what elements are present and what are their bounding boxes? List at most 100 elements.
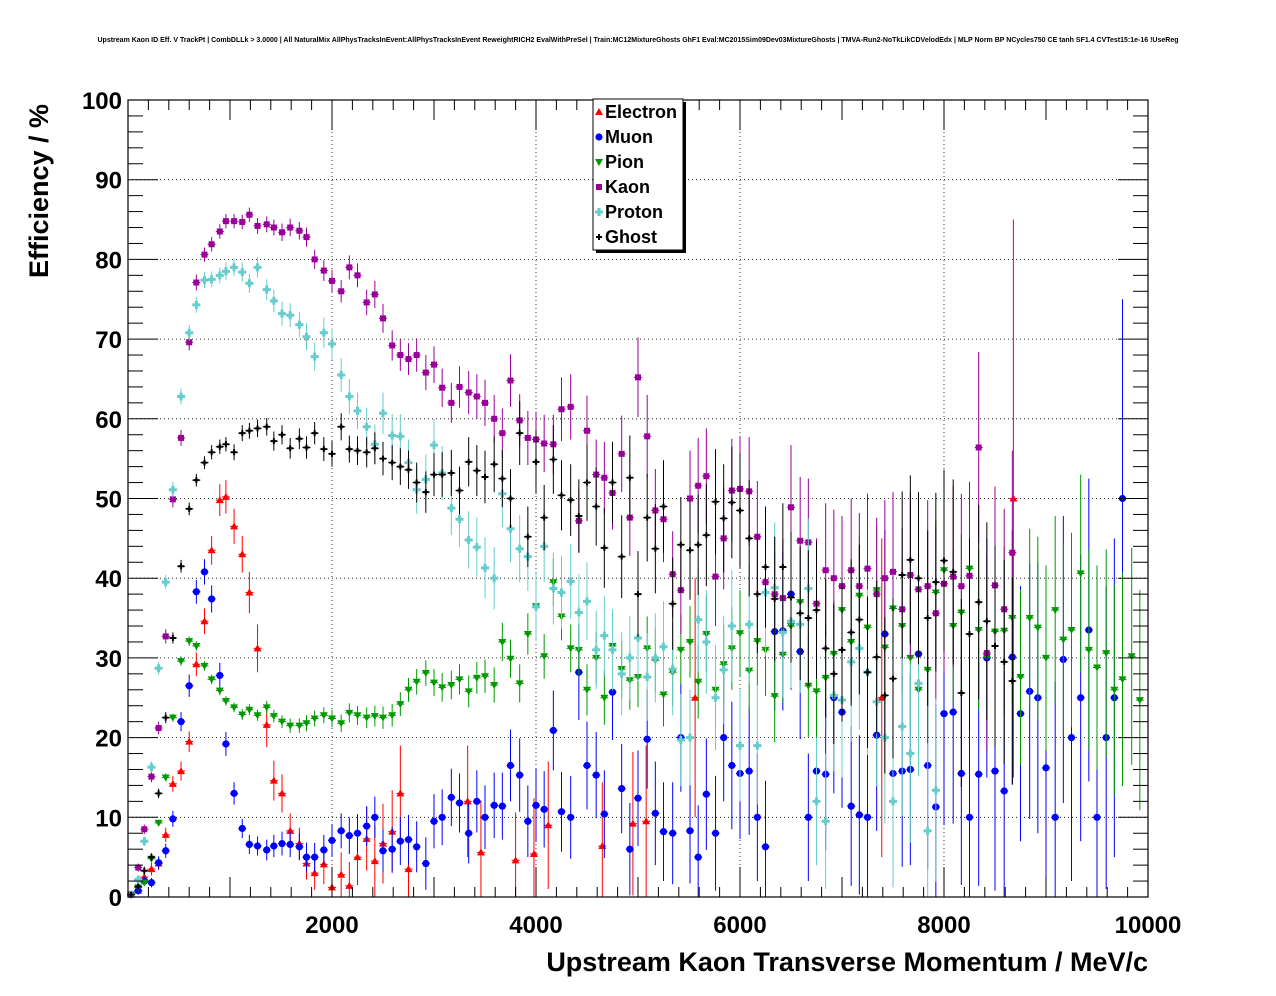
data-point xyxy=(363,822,371,830)
data-point xyxy=(380,455,386,462)
data-point xyxy=(847,802,855,810)
data-point xyxy=(864,669,871,676)
data-point xyxy=(1009,549,1016,556)
data-point xyxy=(155,859,163,867)
data-point xyxy=(239,430,246,437)
data-point xyxy=(711,693,720,702)
data-point xyxy=(200,276,209,285)
data-point xyxy=(770,693,779,701)
data-point xyxy=(481,813,489,821)
data-point xyxy=(788,504,794,511)
data-point xyxy=(687,495,694,502)
data-point xyxy=(177,392,186,401)
data-point xyxy=(608,645,617,654)
data-point xyxy=(924,615,931,622)
legend-marker-muon xyxy=(595,133,603,141)
data-point xyxy=(320,267,327,274)
data-point xyxy=(447,681,456,689)
data-point xyxy=(805,615,812,622)
data-point xyxy=(830,575,837,582)
data-point xyxy=(524,533,531,540)
data-point xyxy=(907,556,914,563)
data-point xyxy=(651,653,660,662)
data-point xyxy=(455,799,464,807)
data-point xyxy=(889,797,897,806)
data-point xyxy=(311,256,318,263)
data-point xyxy=(208,595,216,603)
data-point xyxy=(269,776,278,784)
data-point xyxy=(1001,658,1008,665)
data-point xyxy=(839,646,845,653)
data-point xyxy=(161,578,170,587)
y-tick-label: 0 xyxy=(109,885,122,912)
data-point xyxy=(345,832,353,840)
data-point xyxy=(278,840,286,848)
data-point xyxy=(310,715,319,723)
data-point xyxy=(634,633,642,642)
data-point xyxy=(644,514,651,521)
data-point xyxy=(329,450,335,457)
legend-label-ghost: Ghost xyxy=(605,227,657,247)
data-point xyxy=(396,837,404,845)
data-point xyxy=(413,843,421,851)
data-point xyxy=(991,767,999,775)
data-point xyxy=(380,315,386,322)
data-point xyxy=(337,370,346,379)
data-point xyxy=(302,332,311,341)
data-point xyxy=(238,550,247,558)
legend-label-kaon: Kaon xyxy=(605,177,650,197)
data-point xyxy=(511,856,520,864)
data-point xyxy=(286,311,295,320)
data-point xyxy=(185,328,194,337)
data-point xyxy=(346,446,353,453)
data-point xyxy=(890,675,896,682)
data-point xyxy=(431,471,437,478)
data-point xyxy=(263,423,270,430)
data-point xyxy=(550,456,557,463)
data-point xyxy=(207,275,216,284)
data-point xyxy=(1127,653,1136,661)
data-point xyxy=(337,720,346,728)
data-point xyxy=(507,377,514,384)
y-tick-label: 70 xyxy=(95,327,122,354)
data-point xyxy=(413,479,420,486)
legend-marker-ghost xyxy=(596,234,602,240)
data-point xyxy=(771,595,778,602)
data-point xyxy=(207,676,216,684)
data-point xyxy=(618,785,626,793)
data-point xyxy=(523,630,532,638)
data-point xyxy=(1102,650,1111,658)
data-point xyxy=(822,567,829,574)
data-point xyxy=(215,687,224,695)
data-point xyxy=(465,829,473,837)
data-point xyxy=(574,608,583,617)
data-point xyxy=(940,710,948,718)
data-point xyxy=(583,761,591,770)
legend-label-proton: Proton xyxy=(605,202,663,222)
data-point xyxy=(712,573,719,580)
data-point xyxy=(695,541,702,548)
data-point xyxy=(169,496,176,503)
data-point xyxy=(216,671,224,680)
data-point xyxy=(524,817,532,825)
data-point xyxy=(890,568,896,575)
data-point xyxy=(379,847,387,855)
data-point xyxy=(254,425,261,432)
data-point xyxy=(200,617,209,625)
data-point xyxy=(169,815,177,823)
data-point xyxy=(379,714,387,722)
data-point xyxy=(540,805,548,813)
data-point xyxy=(584,479,590,486)
data-point xyxy=(628,819,637,827)
data-point xyxy=(695,482,702,489)
data-point xyxy=(975,770,983,778)
data-point xyxy=(686,733,695,742)
data-point xyxy=(430,679,438,687)
data-point xyxy=(463,797,472,805)
data-point xyxy=(295,320,304,329)
data-point xyxy=(529,849,538,857)
data-point xyxy=(727,622,736,631)
data-point xyxy=(422,859,430,868)
data-point xyxy=(618,450,625,457)
data-point xyxy=(618,553,625,560)
